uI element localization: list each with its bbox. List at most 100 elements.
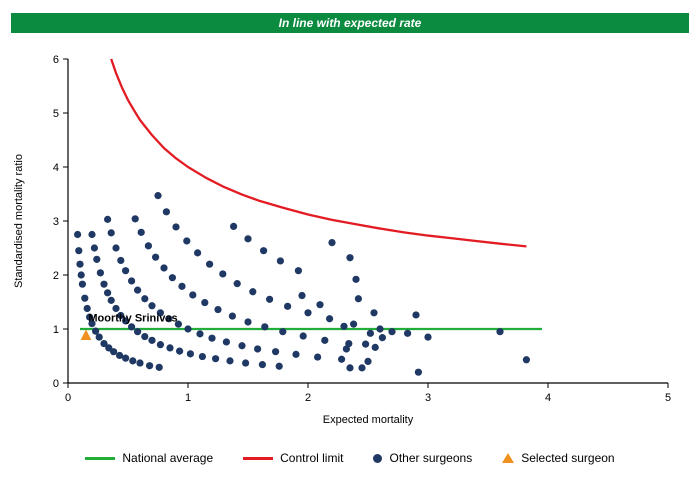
other-surgeon-point bbox=[376, 325, 384, 333]
other-surgeon-point bbox=[156, 309, 164, 317]
other-surgeon-point bbox=[156, 341, 164, 349]
other-surgeon-point bbox=[131, 215, 139, 223]
other-surgeon-point bbox=[228, 312, 236, 320]
other-surgeon-point bbox=[340, 322, 348, 330]
other-surgeon-point bbox=[219, 270, 227, 278]
other-surgeon-point bbox=[275, 362, 283, 370]
national-average-line-icon bbox=[85, 456, 116, 460]
other-surgeon-point bbox=[88, 320, 96, 328]
other-surgeon-point bbox=[96, 269, 104, 277]
other-surgeon-point bbox=[260, 247, 268, 255]
other-surgeon-point bbox=[244, 318, 252, 326]
other-surgeon-point bbox=[81, 294, 89, 302]
other-surgeon-point bbox=[371, 343, 379, 351]
other-surgeon-point bbox=[112, 244, 120, 252]
other-surgeon-point bbox=[83, 304, 91, 313]
y-axis-title: Standardised mortality ratio bbox=[13, 154, 25, 288]
other-surgeon-point bbox=[412, 311, 420, 319]
other-surgeon-point bbox=[176, 347, 184, 355]
other-surgeon-point bbox=[154, 192, 162, 200]
x-tick-label: 5 bbox=[665, 392, 671, 404]
other-surgeon-point bbox=[304, 309, 312, 317]
y-tick-label: 3 bbox=[53, 216, 59, 228]
other-surgeon-point bbox=[122, 354, 130, 362]
other-surgeon-point bbox=[496, 328, 504, 336]
other-surgeon-point bbox=[388, 328, 396, 336]
other-surgeon-point bbox=[148, 336, 156, 344]
x-axis-title: Expected mortality bbox=[323, 414, 414, 426]
y-tick-label: 6 bbox=[53, 54, 59, 66]
other-surgeon-point bbox=[116, 351, 124, 360]
other-surgeon-point bbox=[238, 342, 246, 350]
other-surgeon-point bbox=[346, 364, 354, 372]
y-tick-label: 5 bbox=[53, 108, 59, 120]
legend-label: Control limit bbox=[280, 451, 344, 465]
other-surgeon-point bbox=[350, 320, 358, 328]
status-banner: In line with expected rate bbox=[11, 13, 689, 33]
other-surgeon-point bbox=[299, 332, 307, 340]
other-surgeon-point bbox=[366, 329, 374, 337]
other-surgeon-point bbox=[414, 368, 422, 376]
other-surgeon-point bbox=[144, 242, 152, 250]
other-surgeon-point bbox=[107, 296, 115, 304]
funnel-plot: 0 1 2 3 4 5 0 1 2 3 4 5 6 Expected mortality Standardi… bbox=[13, 54, 671, 426]
other-surgeon-point bbox=[104, 215, 112, 223]
other-surgeon-point bbox=[76, 260, 84, 268]
other-surgeon-point bbox=[184, 325, 192, 333]
other-surgeon-point bbox=[134, 328, 142, 336]
other-surgeon-point bbox=[117, 256, 125, 265]
other-surgeon-point bbox=[254, 345, 262, 353]
other-surgeon-point bbox=[155, 363, 163, 371]
x-tick-label: 2 bbox=[305, 392, 311, 404]
x-tick-label: 3 bbox=[425, 392, 431, 404]
status-banner-text: In line with expected rate bbox=[278, 16, 422, 30]
other-surgeon-point bbox=[92, 327, 100, 335]
other-surgeon-point bbox=[362, 340, 370, 348]
other-surgeon-point bbox=[107, 229, 115, 237]
other-surgeon-point bbox=[174, 320, 182, 328]
other-surgeon-point bbox=[284, 302, 292, 310]
y-tick-label: 1 bbox=[53, 324, 59, 336]
legend-item-other-surgeons: Other surgeons bbox=[373, 451, 472, 465]
legend-label: Selected surgeon bbox=[521, 451, 615, 465]
other-surgeon-point bbox=[194, 249, 202, 257]
other-surgeon-point bbox=[345, 339, 353, 348]
chart-legend: National average Control limit Other sur… bbox=[0, 451, 700, 465]
other-surgeon-point bbox=[168, 274, 176, 282]
other-surgeon-point bbox=[233, 280, 241, 288]
x-tick-label: 1 bbox=[185, 392, 191, 404]
other-surgeon-point bbox=[93, 255, 101, 263]
other-surgeon-point bbox=[189, 291, 197, 299]
other-surgeon-point bbox=[86, 313, 94, 321]
other-surgeon-point bbox=[522, 356, 531, 364]
other-surgeon-point bbox=[152, 253, 160, 261]
other-surgeon-point bbox=[117, 311, 125, 320]
other-surgeon-point bbox=[354, 295, 362, 303]
selected-surgeon-label: Moorthy Srinivas bbox=[88, 312, 177, 324]
other-surgeons-dot-icon bbox=[373, 453, 383, 463]
other-surgeon-point bbox=[129, 357, 137, 365]
y-tick-label: 2 bbox=[53, 270, 59, 282]
other-surgeon-point bbox=[90, 244, 98, 252]
other-surgeon-point bbox=[198, 352, 206, 361]
other-surgeon-point bbox=[112, 304, 120, 313]
other-surgeon-point bbox=[178, 282, 186, 290]
other-surgeon-point bbox=[314, 353, 322, 361]
y-tick-label: 0 bbox=[53, 378, 59, 390]
other-surgeon-point bbox=[141, 332, 149, 341]
other-surgeon-point bbox=[186, 350, 194, 358]
y-tick-label: 4 bbox=[53, 162, 59, 174]
other-surgeon-point bbox=[230, 222, 238, 230]
other-surgeon-point bbox=[201, 298, 209, 307]
other-surgeon-point bbox=[370, 309, 378, 317]
other-surgeon-point bbox=[272, 348, 280, 356]
other-surgeon-point bbox=[326, 315, 334, 323]
other-surgeon-point bbox=[279, 328, 287, 336]
other-surgeon-point bbox=[128, 277, 136, 285]
other-surgeon-point bbox=[110, 348, 118, 356]
other-surgeon-point bbox=[104, 289, 112, 297]
x-tick-label: 0 bbox=[65, 392, 71, 404]
other-surgeon-point bbox=[342, 345, 350, 353]
other-surgeon-point bbox=[298, 291, 306, 300]
legend-item-national-average: National average bbox=[85, 451, 213, 465]
